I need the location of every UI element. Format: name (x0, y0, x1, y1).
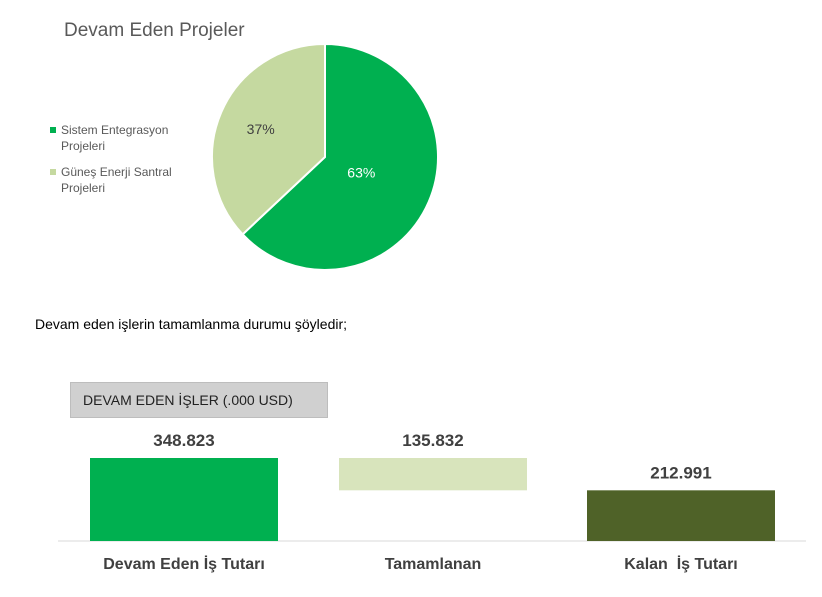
legend-swatch-gunes (50, 169, 56, 175)
value-label-kalan: 212.991 (650, 463, 711, 482)
value-label-tamamlanan: 135.832 (402, 431, 463, 450)
pie-legend: Sistem Entegrasyon Projeleri Güneş Enerj… (50, 122, 200, 206)
category-label-tamamlanan: Tamamlanan (385, 556, 482, 573)
bar-devam-eden (90, 458, 278, 541)
bar-chart: 348.823 Devam Eden İş Tutarı 135.832 Tamaml… (58, 431, 806, 573)
legend-item-gunes: Güneş Enerji Santral Projeleri (50, 164, 200, 196)
pie-slice-sistem (241, 42, 439, 271)
pie-chart-title: Devam Eden Projeler (64, 20, 245, 41)
legend-label-sistem: Sistem Entegrasyon Projeleri (61, 123, 169, 153)
pie-chart: 63% 37% (211, 42, 439, 271)
pie-label-sistem: 63% (347, 165, 375, 181)
intro-sentence: Devam eden işlerin tamamlanma durumu şöy… (35, 316, 348, 332)
legend-swatch-sistem (50, 127, 56, 133)
bar-tamamlanan (339, 458, 527, 491)
pie-label-gunes: 37% (247, 121, 275, 137)
pie-slice-gunes (211, 42, 326, 236)
legend-label-gunes: Güneş Enerji Santral Projeleri (61, 165, 172, 195)
category-label-kalan: Kalan İş Tutarı (624, 555, 738, 573)
value-label-devam-eden: 348.823 (153, 431, 214, 450)
legend-item-sistem: Sistem Entegrasyon Projeleri (50, 122, 200, 154)
bar-kalan (587, 490, 775, 541)
category-label-devam-eden: Devam Eden İş Tutarı (103, 555, 265, 573)
bar-chart-title: DEVAM EDEN İŞLER (.000 USD) (70, 382, 328, 418)
